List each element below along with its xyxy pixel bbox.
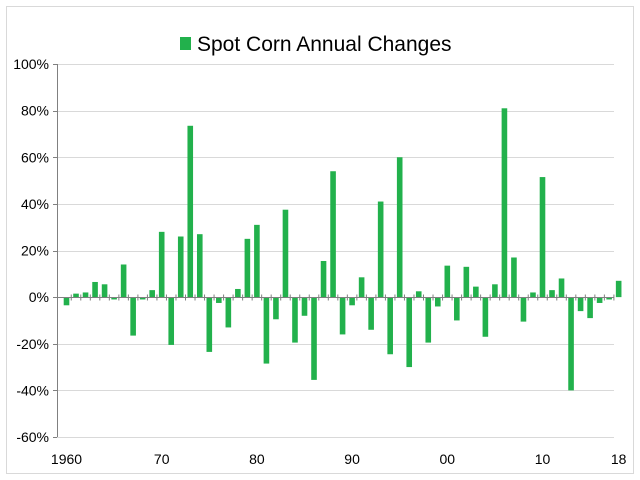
- bar-1995: [396, 157, 403, 298]
- bar-2011: [549, 290, 555, 298]
- bar-1981: [263, 297, 270, 364]
- bar-1983: [282, 209, 289, 298]
- bar-2013: [568, 297, 574, 391]
- bar-2000: [444, 265, 451, 298]
- bar-2008: [520, 297, 527, 322]
- bar-1976: [216, 297, 222, 303]
- chart-frame: [6, 6, 634, 474]
- bar-1993: [377, 201, 384, 298]
- y-tick-label: 80%: [21, 103, 49, 119]
- bar-1963: [92, 281, 98, 298]
- bar-2017: [606, 297, 612, 300]
- bar-1989: [339, 297, 346, 335]
- y-tick-label: 40%: [21, 196, 49, 212]
- bar-2018: [615, 280, 622, 298]
- bar-2009: [530, 292, 536, 298]
- bar-1974: [196, 234, 203, 298]
- x-tick-label: 90: [344, 451, 360, 467]
- legend: Spot Corn Annual Changes: [180, 33, 452, 56]
- bar-1984: [292, 297, 298, 343]
- bar-1969: [149, 290, 155, 298]
- y-tick-label: 0%: [29, 289, 49, 305]
- bar-1961: [73, 293, 79, 298]
- bar-2002: [463, 266, 470, 298]
- x-tick-label: 70: [154, 451, 170, 467]
- bar-2014: [577, 297, 584, 312]
- bar-1971: [168, 297, 175, 345]
- y-tick-label: -40%: [16, 382, 49, 398]
- bar-1965: [111, 297, 117, 300]
- bar-2001: [454, 297, 460, 321]
- bar-2010: [539, 177, 546, 298]
- bar-1978: [235, 288, 241, 298]
- bar-1968: [139, 297, 146, 300]
- bar-1973: [187, 125, 194, 298]
- bar-2005: [492, 284, 498, 298]
- bar-2006: [501, 108, 508, 298]
- bar-2004: [482, 297, 489, 337]
- bar-2007: [511, 257, 517, 298]
- bar-1998: [425, 297, 432, 343]
- axes: [53, 64, 615, 438]
- bar-1990: [349, 297, 355, 306]
- legend-label: Spot Corn Annual Changes: [197, 33, 452, 56]
- x-tick-labels: 1960 70 80 90 00 10 18: [51, 451, 627, 467]
- bar-1988: [330, 171, 336, 298]
- bar-2012: [558, 278, 565, 298]
- bar-1960: [63, 297, 70, 306]
- bar-1964: [101, 284, 108, 298]
- bar-2016: [596, 297, 603, 303]
- bar-1992: [368, 297, 374, 330]
- bar-1972: [177, 236, 184, 298]
- bar-1975: [206, 297, 213, 352]
- bar-1967: [130, 297, 136, 336]
- bar-1985: [301, 297, 308, 316]
- x-tick-label: 80: [249, 451, 265, 467]
- bar-1982: [273, 297, 279, 320]
- y-tick-label: -20%: [16, 336, 49, 352]
- x-tick-label: 10: [535, 451, 551, 467]
- bar-1994: [387, 297, 393, 355]
- y-tick-label: -60%: [16, 429, 49, 445]
- y-tick-label: 60%: [21, 149, 49, 165]
- x-tick-label: 1960: [51, 451, 82, 467]
- bar-1999: [434, 297, 441, 307]
- y-tick-labels: -60% -40% -20% 0% 20% 40% 60% 80% 100%: [13, 56, 49, 445]
- y-tick-label: 20%: [21, 243, 49, 259]
- bar-2015: [587, 297, 593, 319]
- y-tick-label: 100%: [13, 56, 49, 72]
- bar-1980: [254, 224, 260, 298]
- x-tick-label: 18: [611, 451, 627, 467]
- bars: [63, 108, 622, 391]
- bar-1987: [320, 260, 327, 298]
- x-tick-label: 00: [440, 451, 456, 467]
- bar-1997: [415, 291, 422, 298]
- bar-1991: [358, 277, 365, 298]
- bar-1977: [225, 297, 232, 328]
- bar-1962: [82, 292, 89, 298]
- bar-1970: [158, 231, 165, 298]
- bar-1979: [244, 238, 251, 298]
- bar-1996: [406, 297, 413, 368]
- bar-1966: [120, 264, 127, 298]
- bar-2003: [473, 286, 479, 298]
- bar-1986: [311, 297, 317, 380]
- legend-swatch: [180, 37, 191, 50]
